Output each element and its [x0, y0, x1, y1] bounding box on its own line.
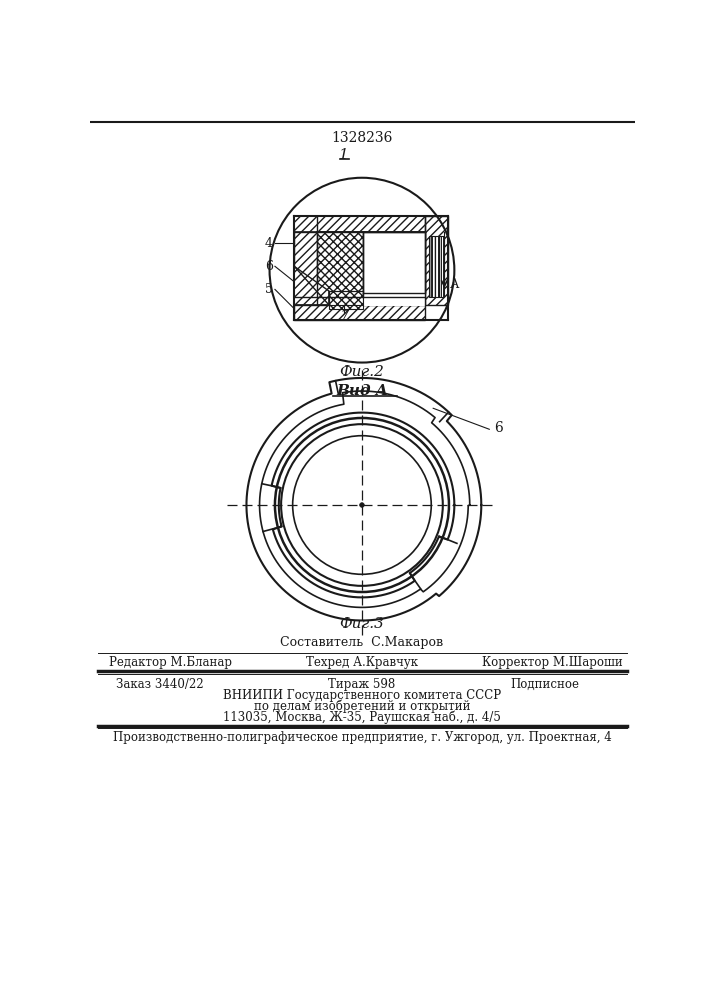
Text: 1: 1 [339, 148, 349, 162]
Polygon shape [363, 233, 425, 293]
Polygon shape [294, 266, 329, 305]
Polygon shape [294, 232, 317, 297]
Text: Вид A: Вид A [336, 384, 388, 398]
Polygon shape [329, 291, 363, 309]
Text: Подписное: Подписное [510, 678, 579, 691]
Text: Фиг.3: Фиг.3 [339, 617, 385, 631]
Text: А: А [450, 278, 460, 291]
Text: 6: 6 [494, 421, 503, 435]
Polygon shape [425, 216, 448, 305]
Text: Редактор М.Бланар: Редактор М.Бланар [110, 656, 233, 669]
Text: 4: 4 [265, 237, 273, 250]
Text: 113035, Москва, Ж-35, Раушская наб., д. 4/5: 113035, Москва, Ж-35, Раушская наб., д. … [223, 711, 501, 724]
Text: Составитель  С.Макаров: Составитель С.Макаров [281, 636, 443, 649]
Polygon shape [363, 232, 425, 306]
Polygon shape [429, 235, 444, 297]
Polygon shape [317, 232, 425, 293]
Circle shape [360, 503, 364, 507]
Text: Тираж 598: Тираж 598 [328, 678, 396, 691]
Polygon shape [294, 305, 425, 320]
Text: по делам изобретений и открытий: по делам изобретений и открытий [254, 700, 470, 713]
Text: Фиг.2: Фиг.2 [339, 365, 385, 379]
Text: ВНИИПИ Государственного комитета СССР: ВНИИПИ Государственного комитета СССР [223, 689, 501, 702]
Text: 6: 6 [265, 260, 273, 273]
Text: 5: 5 [265, 283, 273, 296]
Text: Заказ 3440/22: Заказ 3440/22 [116, 678, 203, 691]
Text: Техред А.Кравчук: Техред А.Кравчук [306, 656, 418, 669]
Text: 1328236: 1328236 [332, 131, 392, 145]
Text: 7: 7 [340, 310, 349, 323]
Text: Корректор М.Шароши: Корректор М.Шароши [481, 656, 623, 669]
Polygon shape [294, 216, 448, 232]
Text: Производственно-полиграфическое предприятие, г. Ужгород, ул. Проектная, 4: Производственно-полиграфическое предприя… [112, 731, 612, 744]
